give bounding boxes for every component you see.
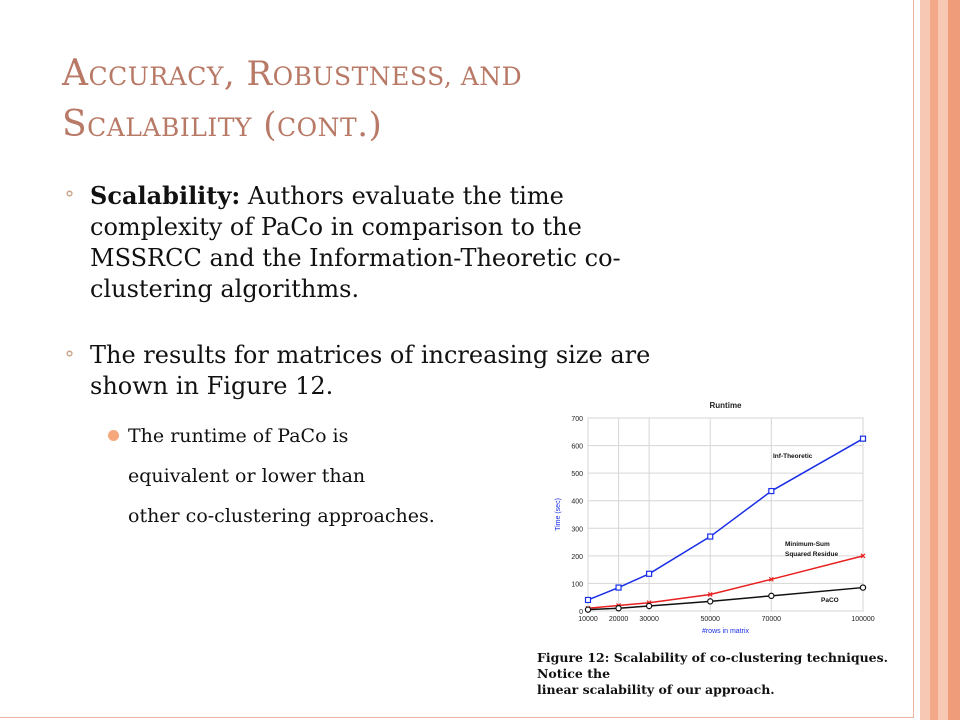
x-tick-label: 10000 — [578, 616, 598, 623]
title-part: S — [62, 104, 88, 145]
data-point — [707, 598, 714, 605]
series-label: PaCO — [821, 597, 839, 604]
title-part: calability — [87, 113, 252, 142]
data-point — [584, 596, 592, 604]
data-point — [707, 533, 714, 540]
series-label: Inf-Theoretic — [773, 453, 813, 460]
data-point — [645, 602, 653, 610]
title-part: , and — [443, 62, 523, 91]
data-point — [584, 606, 592, 613]
slide-border — [0, 0, 914, 718]
plot-area — [587, 417, 864, 612]
y-tick-label: 500 — [571, 471, 583, 478]
title-part: cont — [277, 113, 358, 142]
data-point — [646, 570, 653, 577]
series-label: Minimum-Sum — [785, 541, 830, 548]
series-line — [587, 586, 864, 611]
bullet-icon: ⚬ — [62, 184, 78, 205]
bullet-text: shown in Figure 12. — [90, 372, 334, 400]
data-point — [707, 592, 713, 597]
decorative-stripes — [920, 0, 960, 720]
x-tick-label: 100000 — [851, 616, 874, 623]
y-tick-label: 0 — [579, 609, 583, 616]
x-tick-label: 70000 — [762, 616, 782, 623]
sub-bullet-runtime: The runtime of PaCo is equivalent or low… — [128, 416, 548, 536]
data-point — [859, 435, 867, 442]
title-part: .) — [357, 105, 383, 145]
bullet-text: The results for matrices of increasing s… — [90, 341, 651, 369]
chart-title: Runtime — [710, 401, 743, 410]
x-tick-label: 50000 — [700, 616, 720, 623]
sub-bullet-text: other co-clustering approaches. — [128, 505, 435, 527]
title-part: A — [62, 53, 89, 94]
caption-line: Figure 12: Scalability of co-clustering … — [537, 650, 889, 681]
bullet-text: MSSRCC and the Information-Theoretic co- — [90, 244, 621, 272]
y-tick-label: 100 — [571, 581, 583, 588]
sub-bullet-text: equivalent or lower than — [128, 465, 366, 487]
data-point — [768, 487, 775, 495]
data-point — [615, 605, 622, 612]
y-tick-label: 700 — [571, 416, 583, 423]
data-point — [615, 584, 622, 591]
runtime-chart: 0 100 200 300 400 500 600 700 10000 20000 30000 500… — [555, 401, 875, 635]
sub-bullet-text: The runtime of PaCo is — [128, 425, 349, 447]
data-point — [859, 584, 867, 591]
data-point — [860, 553, 866, 559]
series-line — [587, 555, 864, 609]
title-part: obustness — [272, 62, 444, 91]
figure-caption: Figure 12: Scalability of co-clustering … — [537, 650, 917, 698]
series-line — [587, 438, 864, 601]
sub-bullet-dot — [108, 430, 119, 441]
data-point — [768, 592, 775, 600]
x-axis-label: #rows in matrix — [702, 628, 750, 635]
title-part: ccuracy — [88, 62, 224, 91]
bullet-icon: ⚬ — [62, 344, 78, 365]
y-tick-label: 400 — [571, 499, 583, 506]
title-part: ( — [251, 105, 277, 145]
bullet-text: clustering algorithms. — [90, 275, 360, 303]
data-point — [768, 576, 774, 582]
y-axis-label: Time (sec) — [555, 498, 562, 531]
bullet-bold-label: Scalability: — [90, 181, 241, 210]
caption-line: linear scalability of our approach. — [537, 682, 775, 697]
series-label: Squared Residue — [785, 551, 838, 558]
bullet-scalability: Scalability: Authors evaluate the time c… — [90, 180, 790, 305]
bullet-text: complexity of PaCo in comparison to the — [90, 213, 582, 241]
x-tick-label: 20000 — [609, 616, 629, 623]
bullet-results: The results for matrices of increasing s… — [90, 340, 790, 402]
title-part: , R — [223, 54, 273, 94]
y-tick-label: 200 — [571, 554, 583, 561]
x-tick-label: 30000 — [639, 616, 659, 623]
slide-title: Accuracy, Robustness, and Scalability (c… — [62, 50, 842, 152]
bullet-text: Authors evaluate the time — [240, 182, 564, 210]
y-tick-label: 300 — [571, 526, 583, 533]
y-tick-label: 600 — [571, 444, 583, 451]
